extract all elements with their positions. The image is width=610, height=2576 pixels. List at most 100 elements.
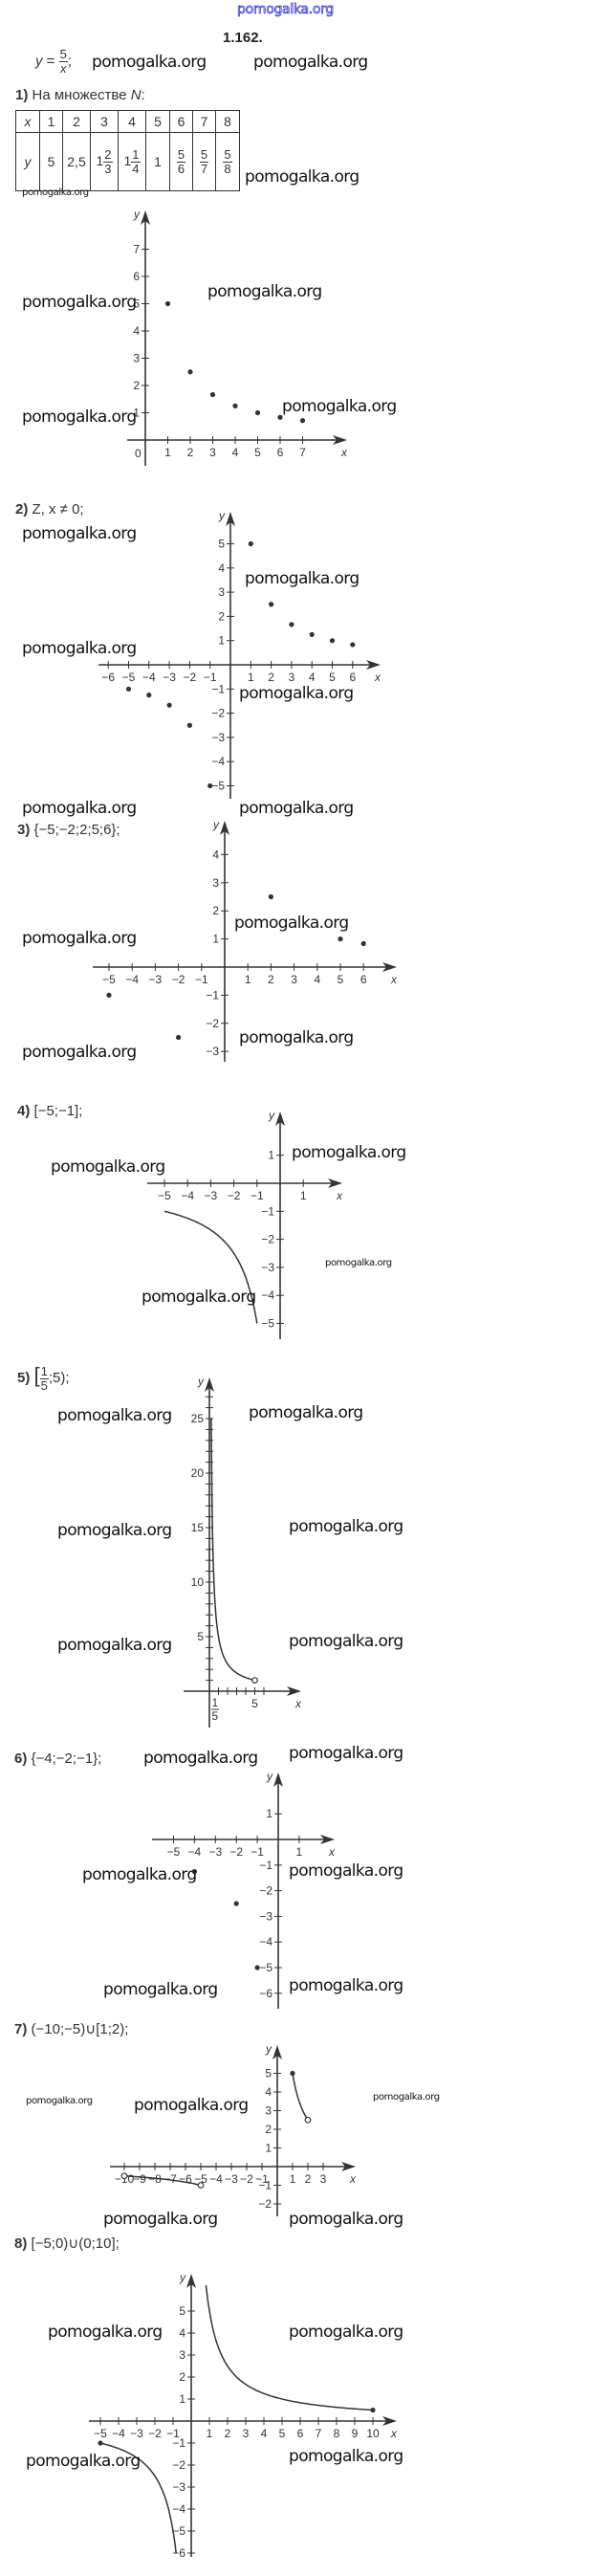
x-arrow-icon <box>366 660 381 670</box>
frac-num: 5 <box>199 146 209 163</box>
x-tick-label: −5 <box>94 2427 107 2440</box>
x-tick-label: −5 <box>102 973 116 986</box>
table-cell: 5 <box>39 132 63 191</box>
y-tick-label: −5 <box>172 2524 185 2538</box>
watermark: pomogalka.org <box>245 569 359 588</box>
watermark: pomogalka.org <box>234 914 349 933</box>
function-curve <box>292 2073 309 2121</box>
y-tick-label: 1 <box>218 634 225 648</box>
formula-eq: = <box>46 53 55 70</box>
y-tick-label: −3 <box>261 1261 274 1274</box>
formula-lhs: y <box>35 53 43 70</box>
watermark: pomogalka.org <box>57 1636 172 1655</box>
y-tick-label: −4 <box>261 1288 274 1302</box>
x-tick-label: 4 <box>314 973 320 986</box>
y-arrow-icon <box>220 821 229 835</box>
data-point <box>176 1034 182 1041</box>
watermark: pomogalka.org <box>289 1632 403 1651</box>
y-tick-label: −2 <box>259 1884 272 1898</box>
frac-den: 5 <box>40 1377 48 1393</box>
watermark: pomogalka.org <box>289 2210 403 2229</box>
watermark: pomogalka.org <box>22 407 137 427</box>
watermark: pomogalka.org <box>82 1865 197 1884</box>
y-tick-label: 4 <box>179 2326 185 2340</box>
table-cell: 7 <box>192 110 216 133</box>
y-tick-label: 5 <box>133 297 140 311</box>
x-tick-label: 2 <box>225 2427 231 2440</box>
y-axis-label: y <box>265 2042 272 2056</box>
part-text: ;5); <box>48 1370 70 1386</box>
graph-3: x y −5 −4 −3 −2 −1 1 2 3 4 5 6 −3 −2 −1 1 2 3 4 <box>93 818 398 1062</box>
open-endpoint <box>251 1677 258 1684</box>
x-tick-label: 2 <box>187 446 194 459</box>
y-tick-label: 1 <box>179 2392 185 2406</box>
y-tick-label: −1 <box>172 2436 185 2450</box>
data-point <box>289 622 294 627</box>
x-tick-label: −2 <box>229 1845 243 1859</box>
y-tick-label: 25 <box>191 1412 205 1425</box>
table-row-x: x 1 2 3 4 5 6 7 8 <box>15 110 240 133</box>
function-curve <box>99 2442 177 2554</box>
part-8-heading: 8) [−5;0)∪(0;10]; <box>14 2235 120 2252</box>
x-tick-label: 1 <box>290 2172 296 2186</box>
watermark: pomogalka.org <box>22 1043 137 1062</box>
x-tick-label: 10 <box>366 2427 380 2440</box>
y-arrow-icon <box>226 512 235 526</box>
x-tick-label: 3 <box>320 2172 327 2186</box>
y-tick-label: 15 <box>191 1521 205 1534</box>
y-tick-label: −4 <box>211 755 225 768</box>
x-tick-label: 3 <box>209 446 216 459</box>
data-point <box>299 418 306 424</box>
function-curve <box>163 1210 258 1324</box>
x-tick-label: −1 <box>251 1845 264 1859</box>
data-point <box>186 722 192 728</box>
y-tick-label: 3 <box>133 352 140 365</box>
x-tick-label: −4 <box>209 2172 223 2186</box>
data-point <box>277 414 283 420</box>
x-tick-label: −7 <box>163 2172 177 2186</box>
watermark: pomogalka.org <box>134 2096 249 2115</box>
watermark: pomogalka.org <box>26 2096 93 2106</box>
y-tick-label: 10 <box>191 1575 205 1589</box>
table-cell: 2,5 <box>62 132 91 191</box>
frac-num: 1 <box>39 1363 49 1379</box>
frac-num: 1 <box>131 146 141 163</box>
x-tick-label: 4 <box>309 671 316 684</box>
y-tick-label: −3 <box>206 1045 219 1058</box>
closed-endpoint <box>290 2070 295 2077</box>
y-tick-label: 2 <box>265 2123 272 2136</box>
data-point <box>191 1868 197 1875</box>
part-bracket: [ <box>33 1363 40 1387</box>
watermark: pomogalka.org <box>22 639 137 658</box>
part-number: 1) <box>15 87 29 103</box>
part-number: 5) <box>17 1370 31 1386</box>
data-point <box>248 540 253 547</box>
y-arrow-icon <box>205 1377 214 1392</box>
y-axis-label: y <box>212 818 220 831</box>
y-tick-label: −6 <box>259 1987 272 2000</box>
x-tick-label: 7 <box>299 446 306 459</box>
site-watermark: pomogalka.org <box>237 2 335 18</box>
x-tick-label: −4 <box>181 1189 194 1202</box>
y-arrow-icon <box>186 2274 196 2288</box>
y-tick-label: 6 <box>133 270 140 283</box>
x-tick-label: 3 <box>291 973 297 986</box>
part-end: : <box>141 87 145 103</box>
part-number: 4) <box>17 1103 31 1119</box>
frac-num: 5 <box>176 146 186 163</box>
y-tick-label: −2 <box>172 2458 185 2472</box>
x-arrow-icon <box>382 2416 397 2426</box>
data-point <box>209 391 216 398</box>
y-tick-label: −1 <box>259 1859 272 1872</box>
problem-number: 1.162. <box>223 30 263 46</box>
part-number: 6) <box>14 1750 28 1767</box>
y-axis-label: y <box>268 1109 275 1122</box>
x-tick-label: 4 <box>232 446 239 459</box>
table-cell: y <box>15 132 40 191</box>
y-tick-label: 1 <box>268 1149 274 1162</box>
watermark: pomogalka.org <box>92 53 207 72</box>
frac-whole: 1 <box>123 152 132 168</box>
